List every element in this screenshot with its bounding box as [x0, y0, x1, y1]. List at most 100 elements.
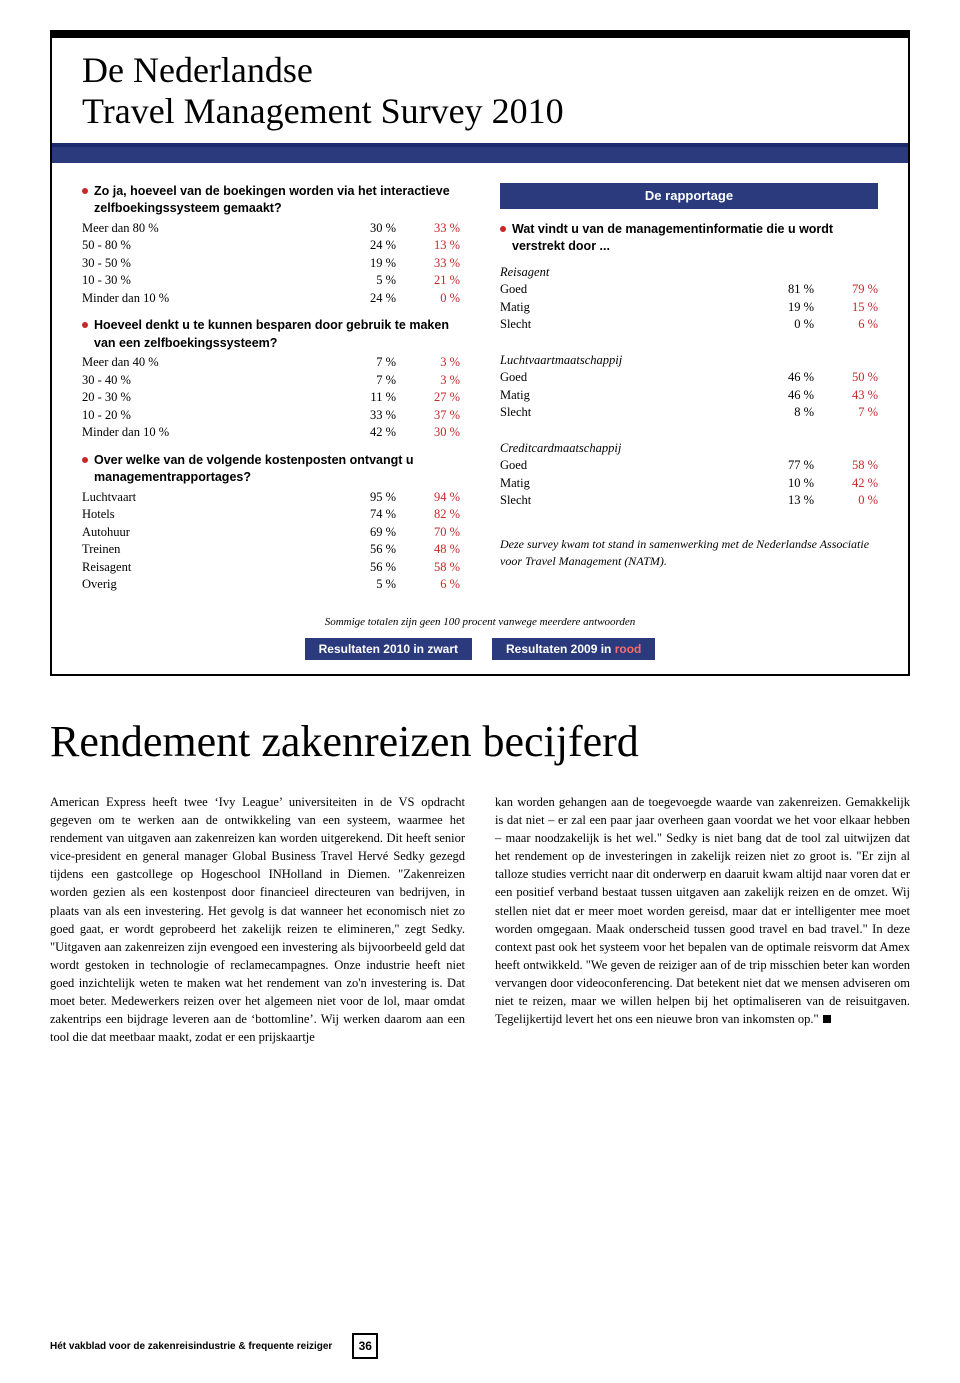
row-label: 30 - 40 % [82, 372, 340, 390]
legend-2009: Resultaten 2009 in rood [492, 638, 655, 660]
row-label: Slecht [500, 404, 758, 422]
group-subhead: Luchtvaartmaatschappij [500, 352, 878, 370]
row-label: Hotels [82, 506, 340, 524]
data-row: Goed77 %58 % [500, 457, 878, 475]
row-label: Luchtvaart [82, 489, 340, 507]
data-row: Minder dan 10 %24 %0 % [82, 290, 460, 308]
row-label: Matig [500, 387, 758, 405]
row-value-2009: 42 % [818, 475, 878, 493]
row-value-2010: 95 % [340, 489, 400, 507]
row-label: Autohuur [82, 524, 340, 542]
row-label: Meer dan 40 % [82, 354, 340, 372]
row-value-2009: 79 % [818, 281, 878, 299]
data-row: Matig46 %43 % [500, 387, 878, 405]
row-label: Goed [500, 457, 758, 475]
row-value-2010: 33 % [340, 407, 400, 425]
survey-title-line1: De Nederlandse [82, 50, 313, 90]
data-row: 10 - 20 %33 %37 % [82, 407, 460, 425]
survey-title-line2: Travel Management Survey 2010 [82, 91, 564, 131]
row-value-2010: 30 % [340, 220, 400, 238]
row-label: 30 - 50 % [82, 255, 340, 273]
row-value-2009: 58 % [400, 559, 460, 577]
row-value-2010: 24 % [340, 237, 400, 255]
article-col1: American Express heeft twee ‘Ivy League’… [50, 793, 465, 1047]
row-value-2010: 56 % [340, 541, 400, 559]
row-value-2010: 0 % [758, 316, 818, 334]
data-row: Hotels74 %82 % [82, 506, 460, 524]
row-value-2009: 13 % [400, 237, 460, 255]
row-value-2010: 7 % [340, 354, 400, 372]
row-value-2009: 48 % [400, 541, 460, 559]
row-label: Slecht [500, 316, 758, 334]
row-value-2009: 58 % [818, 457, 878, 475]
data-row: Treinen56 %48 % [82, 541, 460, 559]
row-label: Goed [500, 281, 758, 299]
row-value-2010: 19 % [758, 299, 818, 317]
data-row: Overig5 %6 % [82, 576, 460, 594]
row-value-2010: 19 % [340, 255, 400, 273]
end-square-icon [823, 1015, 831, 1023]
row-value-2010: 46 % [758, 369, 818, 387]
row-label: 20 - 30 % [82, 389, 340, 407]
row-value-2010: 5 % [340, 272, 400, 290]
row-label: Overig [82, 576, 340, 594]
article-col2: kan worden gehangen aan de toegevoegde w… [495, 793, 910, 1047]
rapportage-header: De rapportage [500, 183, 878, 209]
row-value-2010: 77 % [758, 457, 818, 475]
data-row: Matig10 %42 % [500, 475, 878, 493]
credit-note: Deze survey kwam tot stand in samenwerki… [500, 536, 878, 570]
row-label: Slecht [500, 492, 758, 510]
data-row: Goed81 %79 % [500, 281, 878, 299]
row-value-2010: 5 % [340, 576, 400, 594]
footnote: Sommige totalen zijn geen 100 procent va… [52, 616, 908, 628]
row-value-2009: 6 % [818, 316, 878, 334]
row-value-2009: 70 % [400, 524, 460, 542]
page-footer: Hét vakblad voor de zakenreisindustrie &… [50, 1333, 910, 1359]
group-subhead: Reisagent [500, 264, 878, 282]
article-columns: American Express heeft twee ‘Ivy League’… [50, 793, 910, 1047]
data-row: 20 - 30 %11 %27 % [82, 389, 460, 407]
row-value-2009: 50 % [818, 369, 878, 387]
legend-2009-red: rood [615, 642, 642, 656]
data-row: Goed46 %50 % [500, 369, 878, 387]
row-value-2010: 11 % [340, 389, 400, 407]
row-label: Reisagent [82, 559, 340, 577]
row-label: Minder dan 10 % [82, 424, 340, 442]
row-value-2009: 33 % [400, 220, 460, 238]
row-value-2009: 33 % [400, 255, 460, 273]
data-row: 30 - 50 %19 %33 % [82, 255, 460, 273]
survey-left-column: Zo ja, hoeveel van de boekingen worden v… [82, 183, 460, 594]
footer-text: Hét vakblad voor de zakenreisindustrie &… [50, 1341, 332, 1352]
article-title: Rendement zakenreizen becijferd [50, 716, 910, 767]
row-label: Matig [500, 299, 758, 317]
survey-box: De Nederlandse Travel Management Survey … [50, 30, 910, 676]
data-row: Reisagent56 %58 % [82, 559, 460, 577]
data-row: 10 - 30 %5 %21 % [82, 272, 460, 290]
data-row: 30 - 40 %7 %3 % [82, 372, 460, 390]
bullet-icon [82, 457, 88, 463]
legend-2009-pre: Resultaten 2009 in [506, 642, 615, 656]
row-label: Meer dan 80 % [82, 220, 340, 238]
data-row: 50 - 80 %24 %13 % [82, 237, 460, 255]
legend-2010: Resultaten 2010 in zwart [305, 638, 472, 660]
article-col2-text: kan worden gehangen aan de toegevoegde w… [495, 795, 910, 1027]
row-value-2009: 3 % [400, 354, 460, 372]
row-value-2010: 8 % [758, 404, 818, 422]
bullet-icon [500, 226, 506, 232]
row-value-2009: 30 % [400, 424, 460, 442]
row-value-2010: 42 % [340, 424, 400, 442]
survey-right-column: De rapportage Wat vindt u van de managem… [500, 183, 878, 594]
blue-bar [52, 147, 908, 163]
row-value-2009: 7 % [818, 404, 878, 422]
row-value-2009: 21 % [400, 272, 460, 290]
row-value-2010: 81 % [758, 281, 818, 299]
data-row: Luchtvaart95 %94 % [82, 489, 460, 507]
row-value-2010: 69 % [340, 524, 400, 542]
row-label: Goed [500, 369, 758, 387]
bullet-icon [82, 322, 88, 328]
row-label: Treinen [82, 541, 340, 559]
data-row: Slecht8 %7 % [500, 404, 878, 422]
bullet-icon [82, 188, 88, 194]
row-label: 50 - 80 % [82, 237, 340, 255]
row-value-2009: 3 % [400, 372, 460, 390]
